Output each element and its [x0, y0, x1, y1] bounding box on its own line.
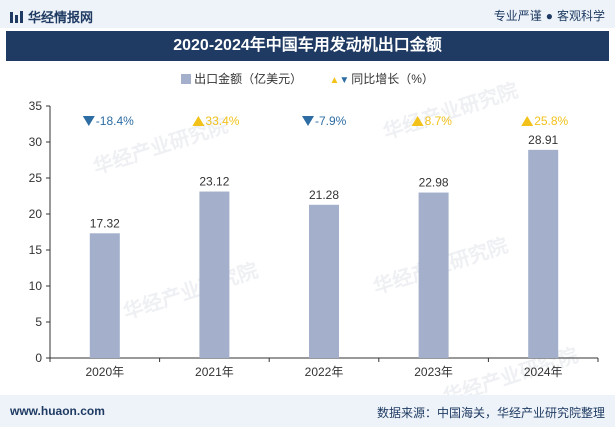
footer-source: 数据来源：中国海关，华经产业研究院整理	[376, 406, 605, 420]
logo-icon	[10, 11, 23, 23]
tagline: 专业严谨 ● 客观科学	[494, 7, 605, 24]
growth-label: 33.4%	[205, 114, 239, 128]
triangle-up-icon: ▲	[329, 75, 340, 86]
logo[interactable]: 华经情报网	[10, 7, 93, 26]
footer: www.huaon.com 数据来源：中国海关，华经产业研究院整理	[0, 395, 615, 427]
top-bar: 华经情报网 专业严谨 ● 客观科学	[0, 0, 615, 28]
bar	[309, 204, 339, 358]
y-tick-label: 5	[35, 315, 42, 329]
legend-growth-label: 同比增长（%）	[351, 72, 434, 86]
x-tick-label: 2021年	[195, 365, 234, 379]
bar	[89, 233, 120, 358]
growth-down-icon	[302, 116, 314, 126]
growth-label: 8.7%	[425, 114, 453, 128]
x-tick-label: 2024年	[524, 365, 563, 379]
y-tick-label: 35	[29, 99, 43, 113]
growth-up-icon	[521, 116, 534, 126]
x-tick-label: 2023年	[414, 365, 453, 379]
growth-label: -18.4%	[96, 114, 134, 128]
logo-text: 华经情报网	[28, 10, 94, 25]
legend-item-growth: ▲▼ 同比增长（%）	[329, 70, 433, 87]
chart-title: 2020-2024年中国车用发动机出口金额	[6, 31, 609, 61]
legend-swatch-icon	[181, 74, 192, 84]
y-tick-label: 25	[29, 171, 43, 185]
bar-chart: 0 5 10 15 20 25 30 35 17.32 2020年 -18.4% 23.12 2021年…	[29, 99, 599, 379]
footer-site-link[interactable]: www.huaon.com	[10, 404, 105, 418]
y-tick-label: 30	[29, 135, 43, 149]
growth-up-icon	[411, 116, 424, 126]
y-tick-label: 10	[29, 279, 43, 293]
growth-label: -7.9%	[315, 114, 347, 128]
y-tick-label: 20	[29, 207, 43, 221]
x-tick-label: 2022年	[305, 365, 344, 379]
x-tick-label: 2020年	[85, 365, 124, 379]
bar	[528, 149, 559, 358]
growth-label: 25.8%	[534, 114, 568, 128]
triangle-down-icon: ▼	[339, 75, 350, 86]
growth-down-icon	[82, 116, 95, 126]
legend-item-export: 出口金额（亿美元）	[181, 70, 302, 87]
tagline-right: 客观科学	[556, 9, 605, 23]
tagline-left: 专业严谨	[493, 9, 542, 23]
data-label: 21.28	[309, 188, 339, 202]
legend: 出口金额（亿美元） ▲▼ 同比增长（%）	[0, 70, 615, 87]
data-label: 28.91	[528, 133, 558, 147]
bar	[418, 192, 449, 358]
y-tick-label: 0	[35, 351, 42, 365]
y-tick-label: 15	[29, 243, 43, 257]
data-label: 23.12	[199, 175, 229, 189]
growth-up-icon	[192, 116, 205, 126]
legend-export-label: 出口金额（亿美元）	[194, 72, 303, 86]
dot-icon: ●	[545, 9, 553, 23]
data-label: 22.98	[419, 176, 449, 190]
data-label: 17.32	[90, 216, 120, 230]
bar	[199, 191, 230, 358]
